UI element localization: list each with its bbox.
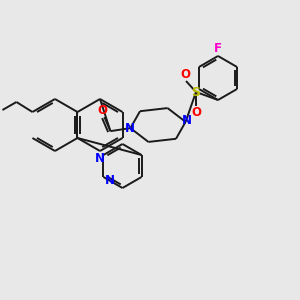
Text: F: F [214, 41, 222, 55]
Text: N: N [104, 173, 114, 187]
Text: S: S [191, 85, 200, 98]
Text: N: N [95, 152, 105, 166]
Text: O: O [180, 68, 190, 80]
Text: O: O [191, 106, 201, 119]
Text: N: N [124, 122, 134, 135]
Text: O: O [98, 103, 107, 117]
Text: N: N [182, 114, 192, 128]
